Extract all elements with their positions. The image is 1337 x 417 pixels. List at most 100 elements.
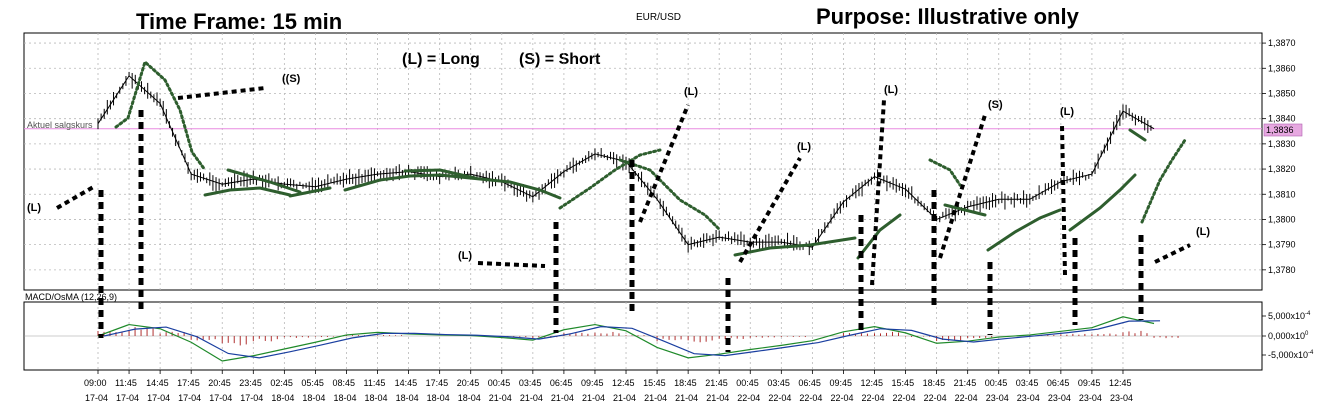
x-tick-time: 18:45 bbox=[674, 378, 697, 388]
price-layer bbox=[24, 59, 1262, 260]
trend-annotation-line bbox=[1060, 124, 1067, 276]
x-tick-time: 23:45 bbox=[239, 378, 262, 388]
y-tick-label: 1,3860 bbox=[1268, 63, 1296, 73]
current-price-tag bbox=[1263, 123, 1303, 137]
x-tick-date: 21-04 bbox=[489, 393, 512, 403]
x-tick-time: 12:45 bbox=[861, 378, 884, 388]
x-tick-time: 03:45 bbox=[1016, 378, 1039, 388]
x-tick-time: 00:45 bbox=[488, 378, 511, 388]
annotation-short-1: ((S) bbox=[282, 73, 301, 85]
x-tick-date: 17-04 bbox=[240, 393, 263, 403]
trend-line bbox=[1068, 173, 1137, 232]
x-tick-date: 18-04 bbox=[333, 393, 356, 403]
trend-annotation-line bbox=[938, 114, 987, 259]
x-tick-time: 06:45 bbox=[1047, 378, 1070, 388]
x-tick-date: 18-04 bbox=[365, 393, 388, 403]
x-tick-time: 09:45 bbox=[829, 378, 852, 388]
trend-annotation-line bbox=[638, 104, 690, 223]
trend-annotation-line bbox=[177, 86, 266, 100]
symbol-label: EUR/USD bbox=[636, 12, 681, 23]
current-price-value: 1,3836 bbox=[1266, 125, 1294, 135]
macd-layer bbox=[24, 316, 1262, 362]
trend-line bbox=[114, 59, 207, 172]
x-tick-date: 17-04 bbox=[85, 393, 108, 403]
trend-line bbox=[1140, 138, 1187, 224]
x-tick-date: 17-04 bbox=[209, 393, 232, 403]
x-tick-time: 17:45 bbox=[177, 378, 200, 388]
macd-line bbox=[97, 316, 1155, 362]
x-tick-time: 21:45 bbox=[954, 378, 977, 388]
trend-annotation-line bbox=[55, 184, 97, 210]
x-tick-date: 22-04 bbox=[893, 393, 916, 403]
x-tick-date: 21-04 bbox=[551, 393, 574, 403]
x-tick-date: 18-04 bbox=[271, 393, 294, 403]
purpose-title: Purpose: Illustrative only bbox=[816, 4, 1080, 29]
x-tick-date: 17-04 bbox=[147, 393, 170, 403]
x-tick-time: 14:45 bbox=[146, 378, 169, 388]
x-tick-date: 18-04 bbox=[396, 393, 419, 403]
x-tick-date: 22-04 bbox=[830, 393, 853, 403]
x-tick-time: 06:45 bbox=[550, 378, 573, 388]
x-tick-date: 21-04 bbox=[644, 393, 667, 403]
y-tick-label: 1,3870 bbox=[1268, 38, 1296, 48]
annotation-layer bbox=[55, 86, 1191, 352]
trend-line bbox=[203, 186, 292, 197]
x-tick-date: 17-04 bbox=[116, 393, 139, 403]
x-tick-date: 22-04 bbox=[862, 393, 885, 403]
x-tick-time: 21:45 bbox=[705, 378, 728, 388]
x-tick-date: 22-04 bbox=[955, 393, 978, 403]
annotation-long-5: (L) bbox=[884, 84, 898, 96]
x-tick-time: 14:45 bbox=[395, 378, 418, 388]
x-tick-date: 23-04 bbox=[1048, 393, 1071, 403]
trend-line bbox=[558, 148, 662, 210]
x-tick-date: 17-04 bbox=[178, 393, 201, 403]
x-tick-time: 20:45 bbox=[208, 378, 231, 388]
x-tick-time: 03:45 bbox=[767, 378, 790, 388]
trend-line bbox=[986, 208, 1062, 252]
axis-layer: 1,3780 1,3790 1,3800 1,3810 1,3820 1,3830 1,38… bbox=[84, 38, 1314, 403]
x-tick-date: 21-04 bbox=[613, 393, 636, 403]
annotation-short-2: (S) bbox=[988, 99, 1003, 111]
trend-line bbox=[618, 158, 722, 232]
macd-tick-label: -5,000x10-4 bbox=[1268, 350, 1314, 360]
macd-tick-label: 5,000x10-4 bbox=[1268, 311, 1311, 321]
x-tick-time: 03:45 bbox=[519, 378, 542, 388]
y-tick-label: 1,3810 bbox=[1268, 189, 1296, 199]
x-tick-date: 22-04 bbox=[924, 393, 947, 403]
x-tick-date: 21-04 bbox=[520, 393, 543, 403]
annotation-long-4: (L) bbox=[797, 141, 811, 153]
x-tick-time: 02:45 bbox=[270, 378, 293, 388]
y-tick-label: 1,3800 bbox=[1268, 214, 1296, 224]
x-tick-time: 11:45 bbox=[364, 378, 386, 388]
price-panel bbox=[23, 32, 1263, 291]
x-tick-time: 20:45 bbox=[457, 378, 480, 388]
x-tick-date: 18-04 bbox=[302, 393, 325, 403]
trend-annotation-line bbox=[1154, 243, 1191, 264]
x-tick-time: 00:45 bbox=[736, 378, 759, 388]
x-tick-date: 18-04 bbox=[427, 393, 450, 403]
trend-line bbox=[226, 168, 302, 194]
annotation-long-3: (L) bbox=[684, 86, 698, 98]
legend-long: (L) = Long bbox=[402, 51, 480, 68]
signal-line bbox=[103, 320, 1161, 359]
x-tick-time: 06:45 bbox=[798, 378, 821, 388]
trend-line bbox=[928, 158, 962, 187]
trend-annotation-line bbox=[738, 157, 802, 263]
trend-annotation-line bbox=[477, 261, 546, 268]
y-tick-label: 1,3790 bbox=[1268, 240, 1296, 250]
current-price-label: Aktuel salgskurs bbox=[27, 120, 93, 130]
x-tick-time: 18:45 bbox=[923, 378, 946, 388]
annotation-long-2: (L) bbox=[458, 250, 472, 262]
y-tick-label: 1,3850 bbox=[1268, 88, 1296, 98]
x-tick-date: 21-04 bbox=[675, 393, 698, 403]
x-tick-time: 15:45 bbox=[892, 378, 915, 388]
x-tick-date: 23-04 bbox=[986, 393, 1009, 403]
annotation-long-1: (L) bbox=[27, 202, 41, 214]
x-tick-time: 09:45 bbox=[581, 378, 604, 388]
x-tick-date: 23-04 bbox=[1110, 393, 1133, 403]
y-tick-label: 1,3840 bbox=[1268, 114, 1296, 124]
x-tick-date: 22-04 bbox=[799, 393, 822, 403]
y-tick-label: 1,3820 bbox=[1268, 164, 1296, 174]
x-tick-time: 12:45 bbox=[612, 378, 635, 388]
